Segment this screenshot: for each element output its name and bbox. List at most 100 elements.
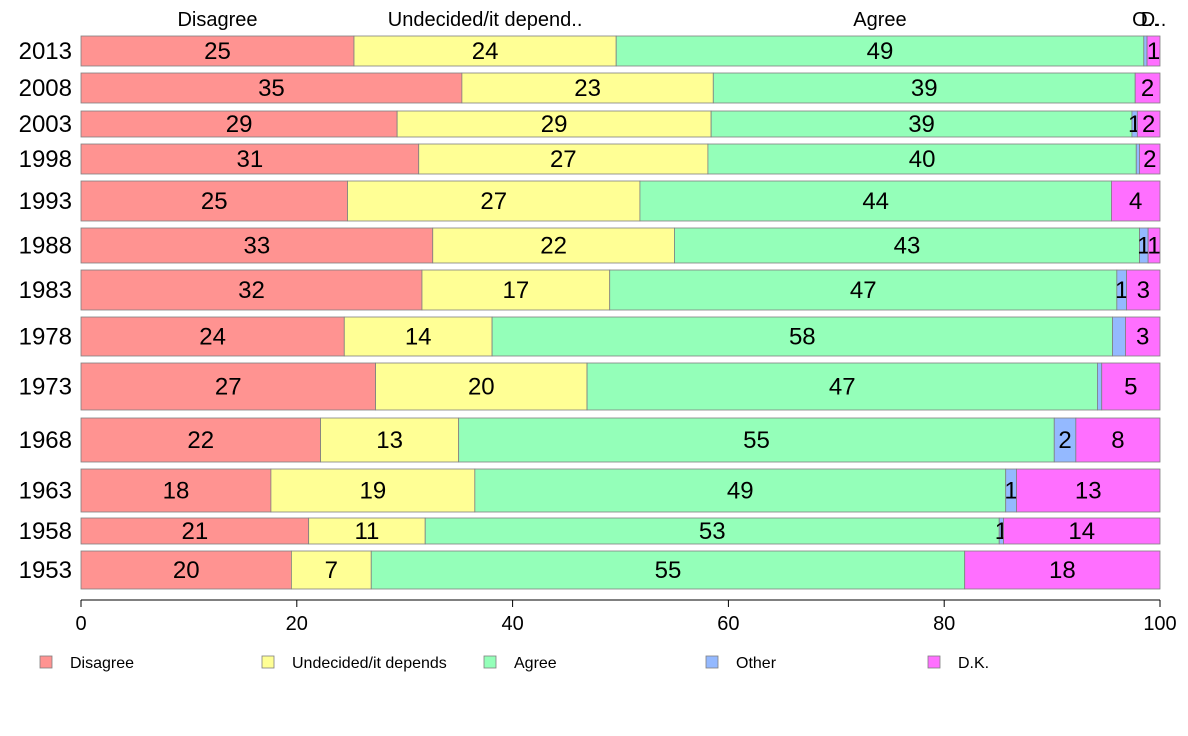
data-label: 25 (201, 188, 228, 215)
data-label: 2 (1058, 427, 1071, 454)
bar-segment-1983-1 (421, 269, 611, 311)
series-header-label: Undecided/it depend.. (388, 9, 583, 31)
bar-segment-1963-1 (270, 468, 476, 513)
bar-segment-2003-0 (80, 110, 398, 138)
data-label: 49 (727, 478, 754, 505)
year-label: 1998 (19, 146, 72, 173)
data-label: 20 (468, 374, 495, 401)
data-label: 33 (244, 233, 271, 260)
data-label: 40 (909, 146, 936, 173)
year-label: 1973 (19, 374, 72, 401)
legend-swatch (705, 655, 719, 669)
data-label: 3 (1136, 324, 1149, 351)
bar-segment-1963-0 (80, 468, 272, 513)
legend-label: Undecided/it depends (292, 655, 447, 672)
data-label: 1 (1137, 233, 1150, 260)
bar-segment-1988-1 (432, 227, 675, 264)
bar-segment-1978-1 (343, 316, 493, 357)
bar-segment-1993-1 (347, 180, 641, 222)
data-label: 1 (1115, 277, 1128, 304)
x-tick-label: 80 (933, 613, 955, 635)
data-label: 17 (502, 277, 529, 304)
legend-swatch (261, 655, 275, 669)
data-label: 18 (1049, 557, 1076, 584)
bar-segment-1983-0 (80, 269, 423, 311)
x-tick-label: 100 (1143, 613, 1176, 635)
data-label: 35 (258, 75, 285, 102)
legend-label: D.K. (958, 655, 989, 672)
data-label: 13 (376, 427, 403, 454)
bar-segment-1993-4 (1111, 180, 1161, 222)
data-label: 19 (360, 478, 387, 505)
bar-segment-1968-4 (1075, 417, 1161, 463)
data-label: 24 (472, 38, 499, 65)
bar-segment-1998-1 (418, 143, 709, 175)
bar-segment-1998-0 (80, 143, 420, 175)
data-label: 24 (199, 324, 226, 351)
year-label: 1963 (19, 478, 72, 505)
legend-label: Other (736, 655, 777, 672)
data-label: 2 (1142, 111, 1155, 138)
bar-segment-1973-4 (1101, 362, 1161, 411)
bar-segment-1963-4 (1016, 468, 1161, 513)
bar-segment-2003-4 (1136, 110, 1161, 138)
bar-segment-1953-1 (291, 550, 372, 590)
data-label: 31 (237, 146, 264, 173)
bar-segment-1993-2 (639, 180, 1112, 222)
bar-segment-1988-2 (674, 227, 1140, 264)
data-label: 55 (655, 557, 682, 584)
data-label: 14 (405, 324, 432, 351)
bar-segment-1988-0 (80, 227, 434, 264)
legend-swatch (483, 655, 497, 669)
bar-segment-2003-2 (710, 110, 1133, 138)
bar-segment-1988-4 (1147, 227, 1161, 264)
data-label: 29 (541, 111, 568, 138)
bar-segment-2008-0 (80, 72, 463, 104)
data-label: 27 (480, 188, 507, 215)
bar-segment-1978-4 (1125, 316, 1161, 357)
data-label: 47 (850, 277, 877, 304)
data-label: 32 (238, 277, 265, 304)
data-label: 14 (1068, 518, 1095, 545)
bar-segment-1978-3 (1112, 316, 1126, 357)
data-label: 18 (163, 478, 190, 505)
data-label: 22 (540, 233, 567, 260)
data-label: 3 (1137, 277, 1150, 304)
bar-segment-2003-1 (396, 110, 712, 138)
data-label: 1 (1147, 38, 1160, 65)
legend-label: Agree (514, 655, 557, 672)
bar-segment-1963-2 (474, 468, 1007, 513)
year-label: 1968 (19, 427, 72, 454)
bar-segment-1958-0 (80, 517, 310, 545)
bar-segment-2008-1 (461, 72, 714, 104)
data-label: 53 (699, 518, 726, 545)
legend-swatch (927, 655, 941, 669)
year-label: 1978 (19, 324, 72, 351)
bar-segment-1993-0 (80, 180, 348, 222)
bar-segment-1958-4 (1003, 517, 1161, 545)
bar-segment-1958-1 (308, 517, 426, 545)
data-label: 7 (325, 557, 338, 584)
year-label: 1988 (19, 233, 72, 260)
legend-label: Disagree (70, 655, 134, 672)
bar-segment-2008-2 (712, 72, 1136, 104)
data-label: 23 (574, 75, 601, 102)
data-label: 47 (829, 374, 856, 401)
series-header-label: Agree (853, 9, 906, 31)
bar-segment-1978-0 (80, 316, 345, 357)
bar-segment-1998-3 (1135, 143, 1140, 175)
series-header-label: O.. (1132, 9, 1159, 31)
year-label: 1953 (19, 557, 72, 584)
data-label: 27 (215, 374, 242, 401)
bar-segment-1968-2 (458, 417, 1055, 463)
data-label: 11 (354, 518, 379, 545)
data-label: 1 (1147, 233, 1160, 260)
data-label: 27 (550, 146, 577, 173)
data-label: 29 (226, 111, 253, 138)
bar-segment-1973-3 (1097, 362, 1103, 411)
data-label: 13 (1075, 478, 1102, 505)
data-label: 44 (862, 188, 889, 215)
year-label: 1983 (19, 277, 72, 304)
year-label: 1993 (19, 188, 72, 215)
bar-segment-1973-1 (375, 362, 588, 411)
